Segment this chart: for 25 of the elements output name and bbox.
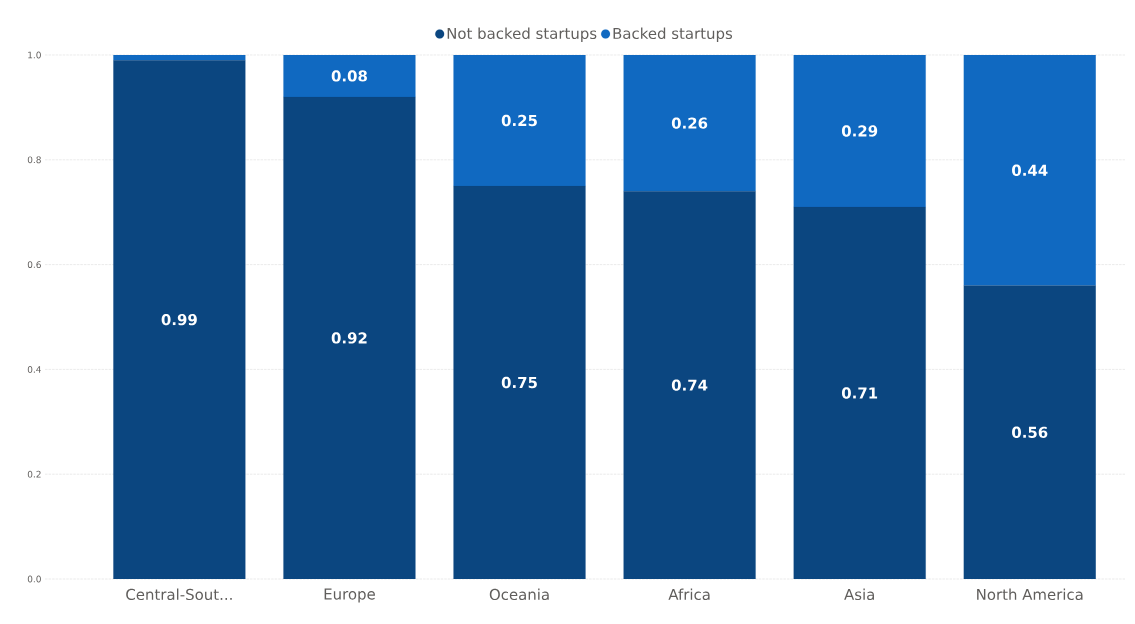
x-tick-label: Africa bbox=[668, 588, 710, 601]
data-label: 0.75 bbox=[501, 376, 537, 389]
data-label: 0.92 bbox=[331, 332, 367, 344]
data-label: 0.56 bbox=[1012, 426, 1048, 438]
data-label: 0.74 bbox=[671, 379, 708, 391]
x-tick-label: North America bbox=[977, 588, 1083, 601]
data-label: 0.71 bbox=[841, 387, 878, 399]
x-tick-label: Central-Sout... bbox=[126, 588, 232, 601]
legend-label: Not backed startups bbox=[447, 27, 597, 42]
x-tick-label: Asia bbox=[844, 588, 874, 601]
y-tick-label: 0.0 bbox=[27, 575, 41, 583]
data-label: 0.44 bbox=[1012, 164, 1048, 176]
y-tick-label: 0.4 bbox=[27, 366, 41, 373]
y-tick-label: 0.2 bbox=[27, 470, 41, 478]
y-tick-label: 0.8 bbox=[27, 156, 41, 164]
x-tick-label: Europe bbox=[324, 588, 375, 603]
data-label: 0.29 bbox=[841, 125, 878, 137]
x-tick-label: Oceania bbox=[489, 588, 549, 601]
data-label: 0.25 bbox=[501, 114, 537, 127]
data-label: 0.08 bbox=[331, 70, 367, 82]
y-tick-label: 0.6 bbox=[27, 261, 41, 268]
y-tick-label: 1.0 bbox=[28, 51, 41, 59]
legend-label: Backed startups bbox=[613, 27, 733, 42]
data-label: 0.99 bbox=[161, 313, 197, 326]
data-label: 0.26 bbox=[671, 117, 708, 129]
